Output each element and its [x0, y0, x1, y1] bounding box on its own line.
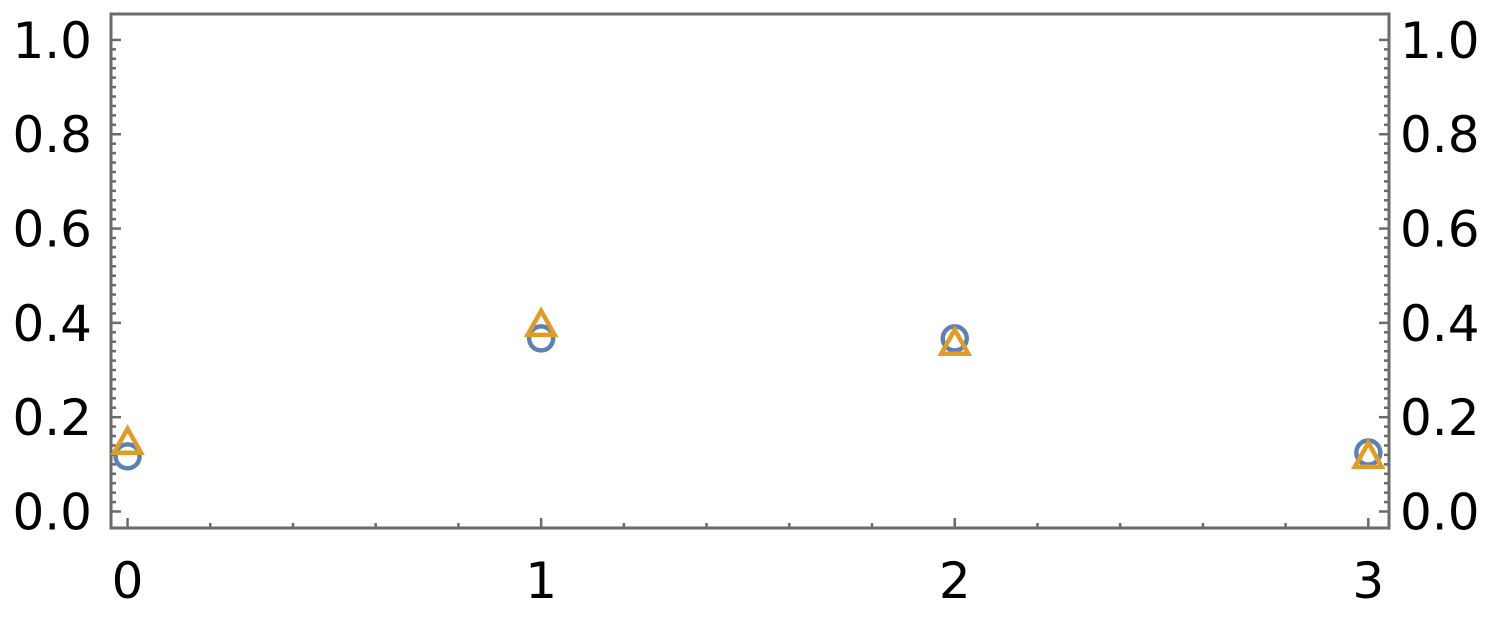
y-tick-label-right: 0.2 — [1400, 389, 1480, 447]
tick-labels: 0.0 0.0 0.2 0.2 0.4 0.4 0.6 0.6 0.8 0.8 1.0 1.0 0 1 2 3 — [12, 12, 1479, 610]
y-tick-label-left: 0.6 — [12, 201, 92, 259]
y-tick-label-left: 0.0 — [12, 483, 92, 541]
data-point-triangle — [1350, 438, 1386, 470]
y-tick-label-right: 0.4 — [1400, 295, 1480, 353]
data-point-triangle — [523, 306, 559, 338]
data-point-triangle — [937, 325, 973, 356]
y-tick-label-left: 1.0 — [12, 12, 92, 70]
x-tick-label: 0 — [112, 552, 144, 610]
y-tick-label-left: 0.2 — [12, 389, 92, 447]
data-points — [110, 306, 1386, 471]
plot-frame — [109, 12, 1391, 530]
data-point-circle — [526, 324, 556, 353]
y-tick-label-left: 0.8 — [12, 106, 92, 164]
y-tick-label-right: 0.6 — [1400, 201, 1480, 259]
y-tick-label-right: 1.0 — [1400, 12, 1480, 70]
x-tick-label: 2 — [939, 552, 971, 610]
data-point-circle — [113, 442, 142, 471]
y-tick-label-left: 0.4 — [12, 295, 92, 353]
x-tick-label: 1 — [525, 552, 557, 610]
data-point-triangle — [110, 424, 145, 455]
y-tick-label-right: 0.8 — [1400, 106, 1480, 164]
y-tick-label-right: 0.0 — [1400, 483, 1480, 541]
x-tick-label: 3 — [1352, 552, 1384, 610]
axis-ticks — [111, 38, 1389, 528]
